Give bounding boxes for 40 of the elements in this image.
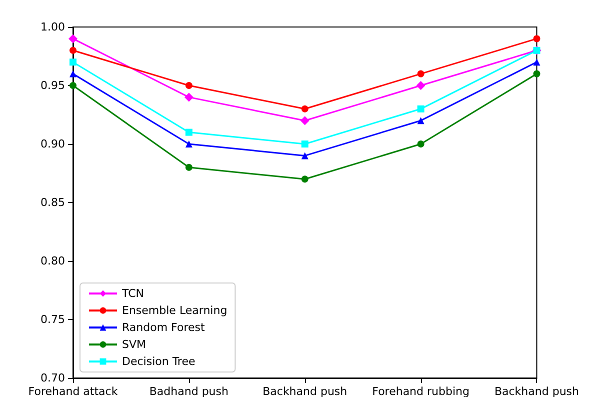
point [184,92,194,102]
point [70,58,76,66]
point [417,70,424,78]
point [417,105,424,112]
point [301,140,308,148]
y-tick-label: 0.80 [40,254,65,268]
point [185,140,192,148]
point [417,140,424,148]
y-tick-label: 0.85 [40,196,65,209]
legend-label: Decision Tree [122,355,196,368]
x-tick-label: Backhand push [262,385,348,398]
point [301,176,308,183]
x-tick-label: Forehand attack [28,385,118,398]
y-tick-label: 1.00 [40,20,65,34]
point [185,82,192,89]
point [70,82,76,89]
y-tick-label: 0.75 [40,313,65,326]
y-tick-label: 0.95 [40,79,65,92]
point [70,70,76,78]
x-tick-label: Backhand push [494,385,580,398]
y-tick-label: 0.90 [40,138,65,150]
legend-label: Ensemble Learning [122,304,228,317]
point [68,34,78,44]
x-tick-label: Forehand rubbing [372,385,470,398]
point [533,70,540,78]
legend-label: SVM [122,338,146,351]
point [417,117,424,124]
point [300,116,310,126]
point [416,81,426,90]
point [533,58,540,66]
point [301,105,308,112]
legend-label: TCN [121,287,144,300]
point [185,128,192,136]
point [185,164,192,171]
point [533,35,540,42]
point [301,152,308,160]
point [70,46,76,54]
legend-label: Random Forest [122,321,206,334]
y-tick-label: 0.70 [40,372,65,384]
x-tick-label: Badhand push [149,385,229,398]
